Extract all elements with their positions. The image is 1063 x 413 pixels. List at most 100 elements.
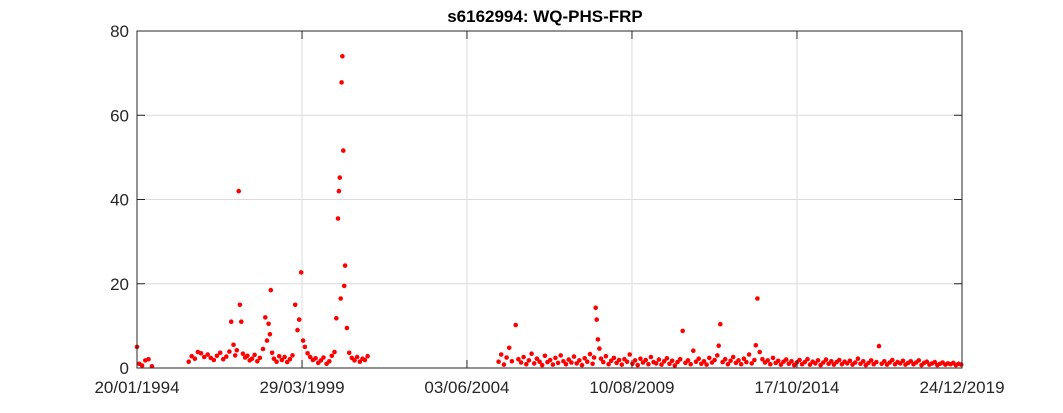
- data-point: [802, 359, 808, 365]
- data-point: [753, 343, 759, 348]
- y-tick-label: 40: [110, 191, 129, 210]
- data-point: [237, 302, 243, 308]
- data-point: [882, 359, 887, 364]
- data-point: [139, 363, 145, 368]
- data-point: [263, 315, 268, 320]
- data-point: [295, 327, 300, 333]
- data-point: [300, 338, 306, 343]
- data-point: [524, 361, 529, 367]
- data-point: [760, 356, 765, 362]
- data-point: [813, 361, 818, 366]
- data-point: [547, 357, 553, 363]
- data-point: [646, 361, 651, 367]
- x-tick-label: 20/01/1994: [94, 378, 179, 397]
- data-point: [279, 357, 285, 363]
- data-point: [868, 358, 874, 363]
- data-point: [598, 356, 604, 362]
- data-point: [336, 188, 342, 194]
- data-point: [338, 296, 344, 301]
- data-point: [677, 356, 683, 362]
- data-point: [321, 355, 326, 360]
- data-point: [509, 359, 515, 364]
- data-point: [755, 296, 760, 301]
- data-point: [496, 359, 501, 365]
- data-point: [805, 356, 810, 362]
- data-point: [741, 356, 747, 362]
- x-tick-label: 17/10/2014: [754, 378, 839, 397]
- data-point: [205, 352, 210, 357]
- data-point: [539, 362, 545, 368]
- data-point: [876, 343, 882, 349]
- data-point: [555, 360, 561, 366]
- x-tick-label: 24/12/2019: [919, 378, 1004, 397]
- data-point: [585, 359, 590, 365]
- data-point: [757, 349, 762, 355]
- data-point: [526, 358, 532, 363]
- data-point: [214, 353, 220, 359]
- axis-ticks: 20/01/1994 29/03/1999 03/06/2004 10/08/2009…: [94, 22, 1004, 397]
- data-point: [715, 353, 720, 358]
- data-point: [227, 349, 232, 354]
- data-point: [691, 348, 696, 354]
- data-point: [357, 359, 363, 365]
- data-point: [501, 362, 507, 367]
- data-point: [837, 357, 842, 363]
- data-point: [603, 353, 609, 359]
- data-point: [619, 362, 625, 367]
- data-point: [591, 355, 597, 360]
- data-point: [716, 343, 721, 349]
- data-point: [529, 351, 534, 357]
- data-point: [688, 361, 693, 367]
- data-point: [627, 352, 632, 357]
- data-point: [365, 353, 370, 359]
- data-point: [632, 358, 638, 363]
- data-point: [264, 338, 270, 343]
- data-point: [693, 359, 699, 365]
- data-point: [269, 350, 275, 356]
- data-point: [329, 353, 335, 359]
- data-point: [276, 353, 282, 359]
- data-point: [597, 346, 602, 351]
- data-point: [266, 321, 271, 327]
- data-point: [718, 321, 723, 327]
- data-point: [201, 354, 207, 360]
- data-point: [504, 355, 509, 360]
- data-point: [593, 305, 598, 311]
- data-point: [768, 361, 773, 367]
- data-point: [669, 358, 675, 364]
- data-point: [292, 302, 298, 308]
- data-point: [608, 358, 614, 364]
- data-point: [736, 358, 741, 363]
- data-point: [797, 357, 802, 363]
- data-point: [296, 317, 302, 322]
- data-points: [134, 54, 964, 369]
- data-point: [672, 363, 678, 368]
- data-point: [232, 353, 238, 358]
- data-point: [236, 188, 241, 194]
- data-point: [274, 359, 279, 365]
- data-point: [823, 357, 829, 362]
- data-point: [282, 354, 287, 360]
- data-point: [521, 354, 526, 360]
- data-point: [685, 358, 691, 363]
- data-point: [765, 358, 770, 363]
- data-point: [228, 319, 234, 325]
- data-point: [749, 361, 754, 366]
- data-point: [550, 362, 556, 367]
- data-point: [332, 349, 337, 355]
- data-point: [789, 359, 794, 364]
- grid: [136, 30, 963, 369]
- data-point: [722, 356, 728, 362]
- data-point: [712, 357, 717, 363]
- data-point: [725, 361, 731, 367]
- data-point: [340, 54, 345, 59]
- data-point: [908, 359, 914, 364]
- data-point: [704, 362, 709, 367]
- data-point: [298, 270, 304, 275]
- data-point: [815, 358, 821, 363]
- data-point: [958, 362, 964, 367]
- data-point: [701, 359, 707, 364]
- data-point: [852, 360, 858, 365]
- data-point: [571, 354, 577, 359]
- data-point: [335, 216, 341, 221]
